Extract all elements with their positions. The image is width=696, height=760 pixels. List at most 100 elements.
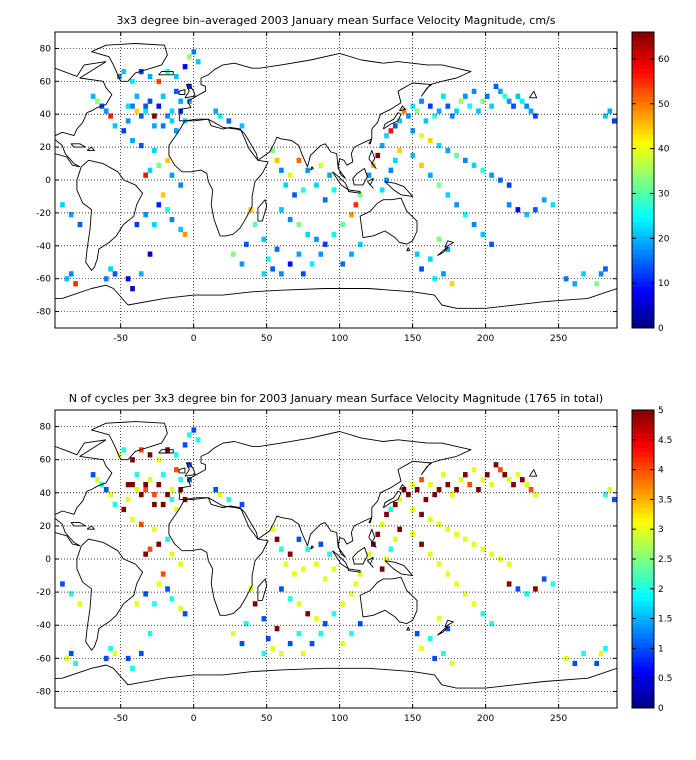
data-bin [484, 93, 490, 99]
data-bin [318, 162, 324, 168]
colorbar-segment [632, 684, 654, 690]
data-bin [462, 157, 468, 164]
data-bin [506, 98, 512, 104]
coastline [384, 181, 414, 197]
data-bin [143, 108, 148, 114]
data-bin [423, 118, 429, 124]
data-bin [445, 571, 451, 577]
data-bin [563, 276, 569, 282]
coastline [178, 467, 186, 474]
colorbar-segment [632, 535, 654, 541]
colorbar-segment [632, 300, 654, 306]
colorbar-tick-label: 0 [658, 324, 664, 334]
data-bin [436, 108, 442, 114]
data-bin [108, 491, 113, 498]
colorbar-segment [632, 175, 654, 181]
colorbar-segment [632, 147, 654, 153]
data-bin [134, 486, 140, 493]
data-bin [506, 581, 512, 587]
data-bin [279, 167, 284, 173]
data-bin [160, 93, 166, 99]
data-bin [147, 452, 153, 458]
data-bin [274, 626, 280, 632]
data-bin [449, 113, 455, 119]
colorbar-segment [632, 689, 654, 695]
data-bin [489, 551, 494, 557]
colorbar-tick-label: 50 [658, 100, 670, 110]
data-bin [427, 138, 433, 144]
data-bin [611, 118, 617, 124]
data-bin [340, 261, 346, 267]
data-bin [515, 93, 521, 99]
data-bin [213, 108, 219, 114]
y-tick-label: 60 [40, 77, 52, 87]
colorbar-segment [632, 138, 654, 144]
colorbar-segment [632, 628, 654, 634]
data-bin [441, 472, 446, 478]
coastline [399, 484, 406, 490]
colorbar-segment [632, 32, 654, 38]
coastline [91, 421, 168, 461]
data-bin [68, 212, 74, 218]
data-bin [173, 73, 179, 80]
data-bin [68, 650, 74, 657]
coastline [529, 469, 538, 477]
data-bin [480, 477, 486, 483]
data-bin [441, 271, 446, 277]
data-bin [147, 251, 153, 257]
data-bin [506, 477, 512, 483]
data-bin [287, 551, 293, 557]
y-tick-label: -60 [36, 654, 51, 664]
colorbar-segment [632, 198, 654, 204]
data-bin [130, 103, 135, 109]
coastline [168, 497, 269, 616]
data-bin [445, 192, 451, 198]
colorbar-tick-label: 10 [658, 279, 670, 289]
data-bin [432, 113, 438, 119]
coastline [347, 189, 361, 194]
coastline [368, 138, 373, 145]
data-bin [160, 192, 166, 198]
coastline [257, 199, 268, 222]
colorbar-segment [632, 281, 654, 287]
data-bin [458, 98, 464, 104]
data-bin [169, 172, 175, 178]
data-bin [169, 596, 175, 602]
data-bin [533, 491, 538, 498]
data-bin [152, 601, 157, 607]
colorbar-segment [632, 549, 654, 555]
data-bin [165, 157, 170, 164]
data-bin [427, 516, 433, 523]
data-bin [134, 221, 140, 228]
data-bin [349, 251, 354, 257]
colorbar-segment [632, 272, 654, 278]
data-bin [95, 98, 100, 104]
data-bin [134, 108, 140, 114]
data-bin [178, 226, 184, 233]
y-tick-label: -20 [36, 209, 51, 219]
data-bin [480, 231, 486, 238]
data-bin [594, 281, 600, 287]
data-bin [173, 128, 179, 134]
data-bin [379, 187, 385, 193]
data-bin [152, 147, 157, 154]
coastline [406, 247, 411, 252]
data-bin [95, 477, 100, 483]
coastline [184, 462, 196, 477]
colorbar-segment [632, 456, 654, 462]
colorbar-segment [632, 656, 654, 662]
data-bin [160, 123, 166, 129]
colorbar-segment [632, 230, 654, 236]
data-bin [476, 486, 481, 493]
data-bin [392, 501, 398, 508]
colorbar-segment [632, 512, 654, 518]
coastline [384, 560, 414, 577]
data-bin [309, 261, 315, 267]
data-bin [130, 665, 135, 672]
data-bin [572, 660, 578, 667]
x-tick-label: 50 [261, 714, 273, 724]
data-bin [169, 551, 175, 557]
colorbar-segment [632, 193, 654, 199]
data-bin [454, 152, 459, 159]
coastline [310, 166, 314, 171]
